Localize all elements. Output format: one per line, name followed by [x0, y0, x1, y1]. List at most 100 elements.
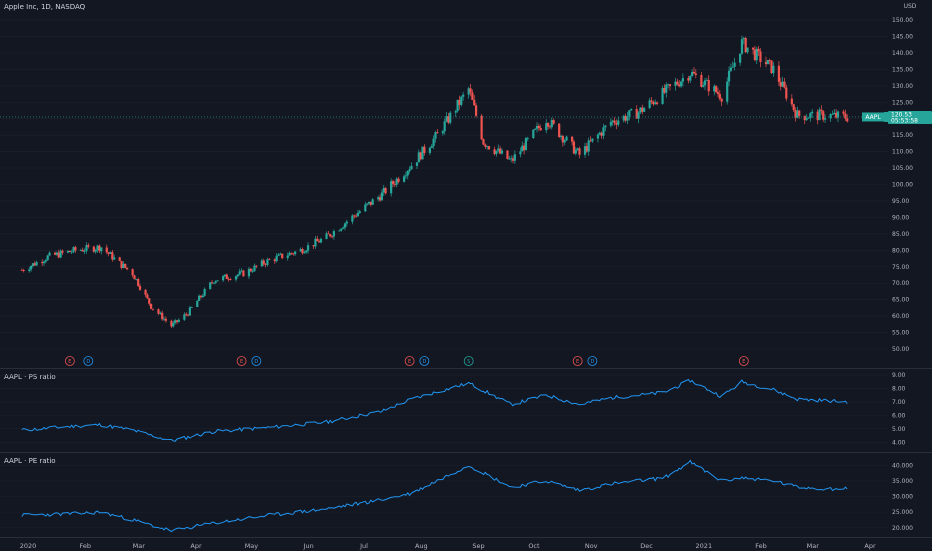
candle: [366, 203, 369, 207]
candle: [384, 186, 387, 195]
candle: [185, 312, 188, 317]
candle: [600, 131, 603, 139]
candle: [561, 134, 564, 147]
candle: [833, 109, 836, 115]
candle: [467, 86, 470, 99]
candle: [138, 283, 142, 292]
ratio-tick-label: 8.00: [892, 385, 906, 392]
price-tick-label: 110.00: [892, 149, 913, 156]
candle: [174, 318, 177, 325]
candle: [249, 267, 252, 273]
pane-divider[interactable]: [0, 368, 932, 369]
ps-ratio-chart[interactable]: [0, 369, 888, 452]
candle: [563, 138, 566, 146]
candle: [151, 308, 155, 311]
candle: [661, 85, 664, 105]
time-axis[interactable]: 2020 Feb Mar Apr May Jun Jul Aug Sep Oct Nov Dec 202…: [0, 537, 932, 551]
candle: [227, 276, 230, 282]
event-marker-d: D: [251, 356, 262, 366]
candle: [604, 124, 607, 132]
candle: [667, 83, 670, 89]
candle: [118, 256, 121, 262]
ratio-tick-label: 25.000: [892, 509, 913, 516]
time-tick-label: Nov: [585, 542, 598, 550]
candle: [266, 257, 269, 267]
candle: [628, 110, 631, 121]
candle: [700, 71, 703, 88]
candle: [46, 254, 49, 261]
candle: [548, 125, 552, 130]
ratio-tick-label: 30.000: [892, 494, 913, 501]
candle: [811, 109, 814, 118]
price-pane[interactable]: Apple Inc, 1D, NASDAQ E D E D E D S E D E AAPL USD…: [0, 0, 932, 368]
candle: [550, 117, 553, 130]
candle: [585, 142, 588, 153]
candle: [495, 150, 498, 157]
price-tick-label: 140.00: [892, 50, 913, 57]
pe-ratio-axis[interactable]: 45.000 40.000 35.000 30.000 25.000 20.000: [888, 453, 932, 537]
candle: [689, 75, 692, 84]
candle: [162, 316, 166, 321]
candle: [637, 111, 640, 124]
candle: [150, 303, 153, 310]
event-marker-s: S: [463, 356, 474, 366]
pe-ratio-title: AAPL · PE ratio: [4, 457, 56, 465]
pane-divider[interactable]: [0, 452, 932, 453]
svg-text:D: D: [590, 359, 594, 365]
event-marker-d: D: [587, 356, 598, 366]
svg-text:AAPL: AAPL: [865, 114, 881, 121]
candle: [312, 245, 315, 250]
svg-text:E: E: [576, 359, 579, 365]
candle: [421, 146, 424, 160]
candle: [524, 136, 528, 151]
candle: [303, 250, 306, 254]
candle: [617, 116, 620, 127]
time-tick-label: Dec: [640, 542, 653, 550]
candle: [583, 142, 587, 158]
candle: [240, 268, 243, 273]
pe-ratio-chart[interactable]: [0, 453, 888, 537]
ratio-tick-label: 20.000: [892, 525, 913, 532]
svg-text:E: E: [742, 359, 745, 365]
pe-ratio-pane[interactable]: AAPL · PE ratio 45.000 40.000 35.000 30.000…: [0, 453, 932, 537]
candle: [727, 66, 731, 87]
candle: [33, 261, 36, 266]
candle: [846, 114, 849, 123]
candle: [428, 146, 432, 155]
time-tick-label: Aug: [415, 542, 428, 550]
candle: [521, 141, 524, 152]
candle: [96, 244, 99, 254]
candle: [635, 105, 638, 119]
candle: [299, 247, 302, 252]
candle: [678, 79, 681, 88]
candle: [105, 244, 108, 255]
candle: [497, 144, 500, 153]
candle: [306, 242, 310, 254]
candle: [835, 109, 838, 119]
ps-ratio-axis[interactable]: 9.00 8.00 7.00 6.00 5.00 4.00: [888, 369, 932, 452]
price-tick-label: 145.00: [892, 33, 913, 40]
candlestick-chart[interactable]: E D E D E D S E D E AAPL: [0, 0, 888, 368]
candle: [790, 94, 793, 107]
candle: [740, 35, 744, 55]
svg-text:120.53: 120.53: [891, 111, 912, 118]
candle: [668, 83, 672, 91]
candle: [183, 312, 186, 321]
price-tick-label: 105.00: [892, 165, 913, 172]
candle: [94, 248, 97, 254]
ratio-tick-label: 45.000: [892, 453, 913, 454]
candle: [829, 113, 832, 122]
candle: [410, 162, 413, 170]
ps-ratio-pane[interactable]: AAPL · PS ratio 9.00 8.00 7.00 6.00 5.00 4.00: [0, 369, 932, 452]
time-tick-label: 2021: [696, 542, 713, 550]
candle: [506, 150, 509, 160]
price-axis[interactable]: USD 150.00 145.00 140.00 135.00 130.00 125.00 1…: [888, 0, 932, 368]
candle: [679, 80, 683, 88]
event-marker-e: E: [64, 356, 75, 366]
candle: [122, 261, 125, 269]
candle: [369, 201, 372, 207]
candle: [759, 48, 762, 68]
candle: [415, 162, 419, 169]
candle: [731, 61, 734, 68]
time-tick-label: Jun: [303, 542, 314, 550]
